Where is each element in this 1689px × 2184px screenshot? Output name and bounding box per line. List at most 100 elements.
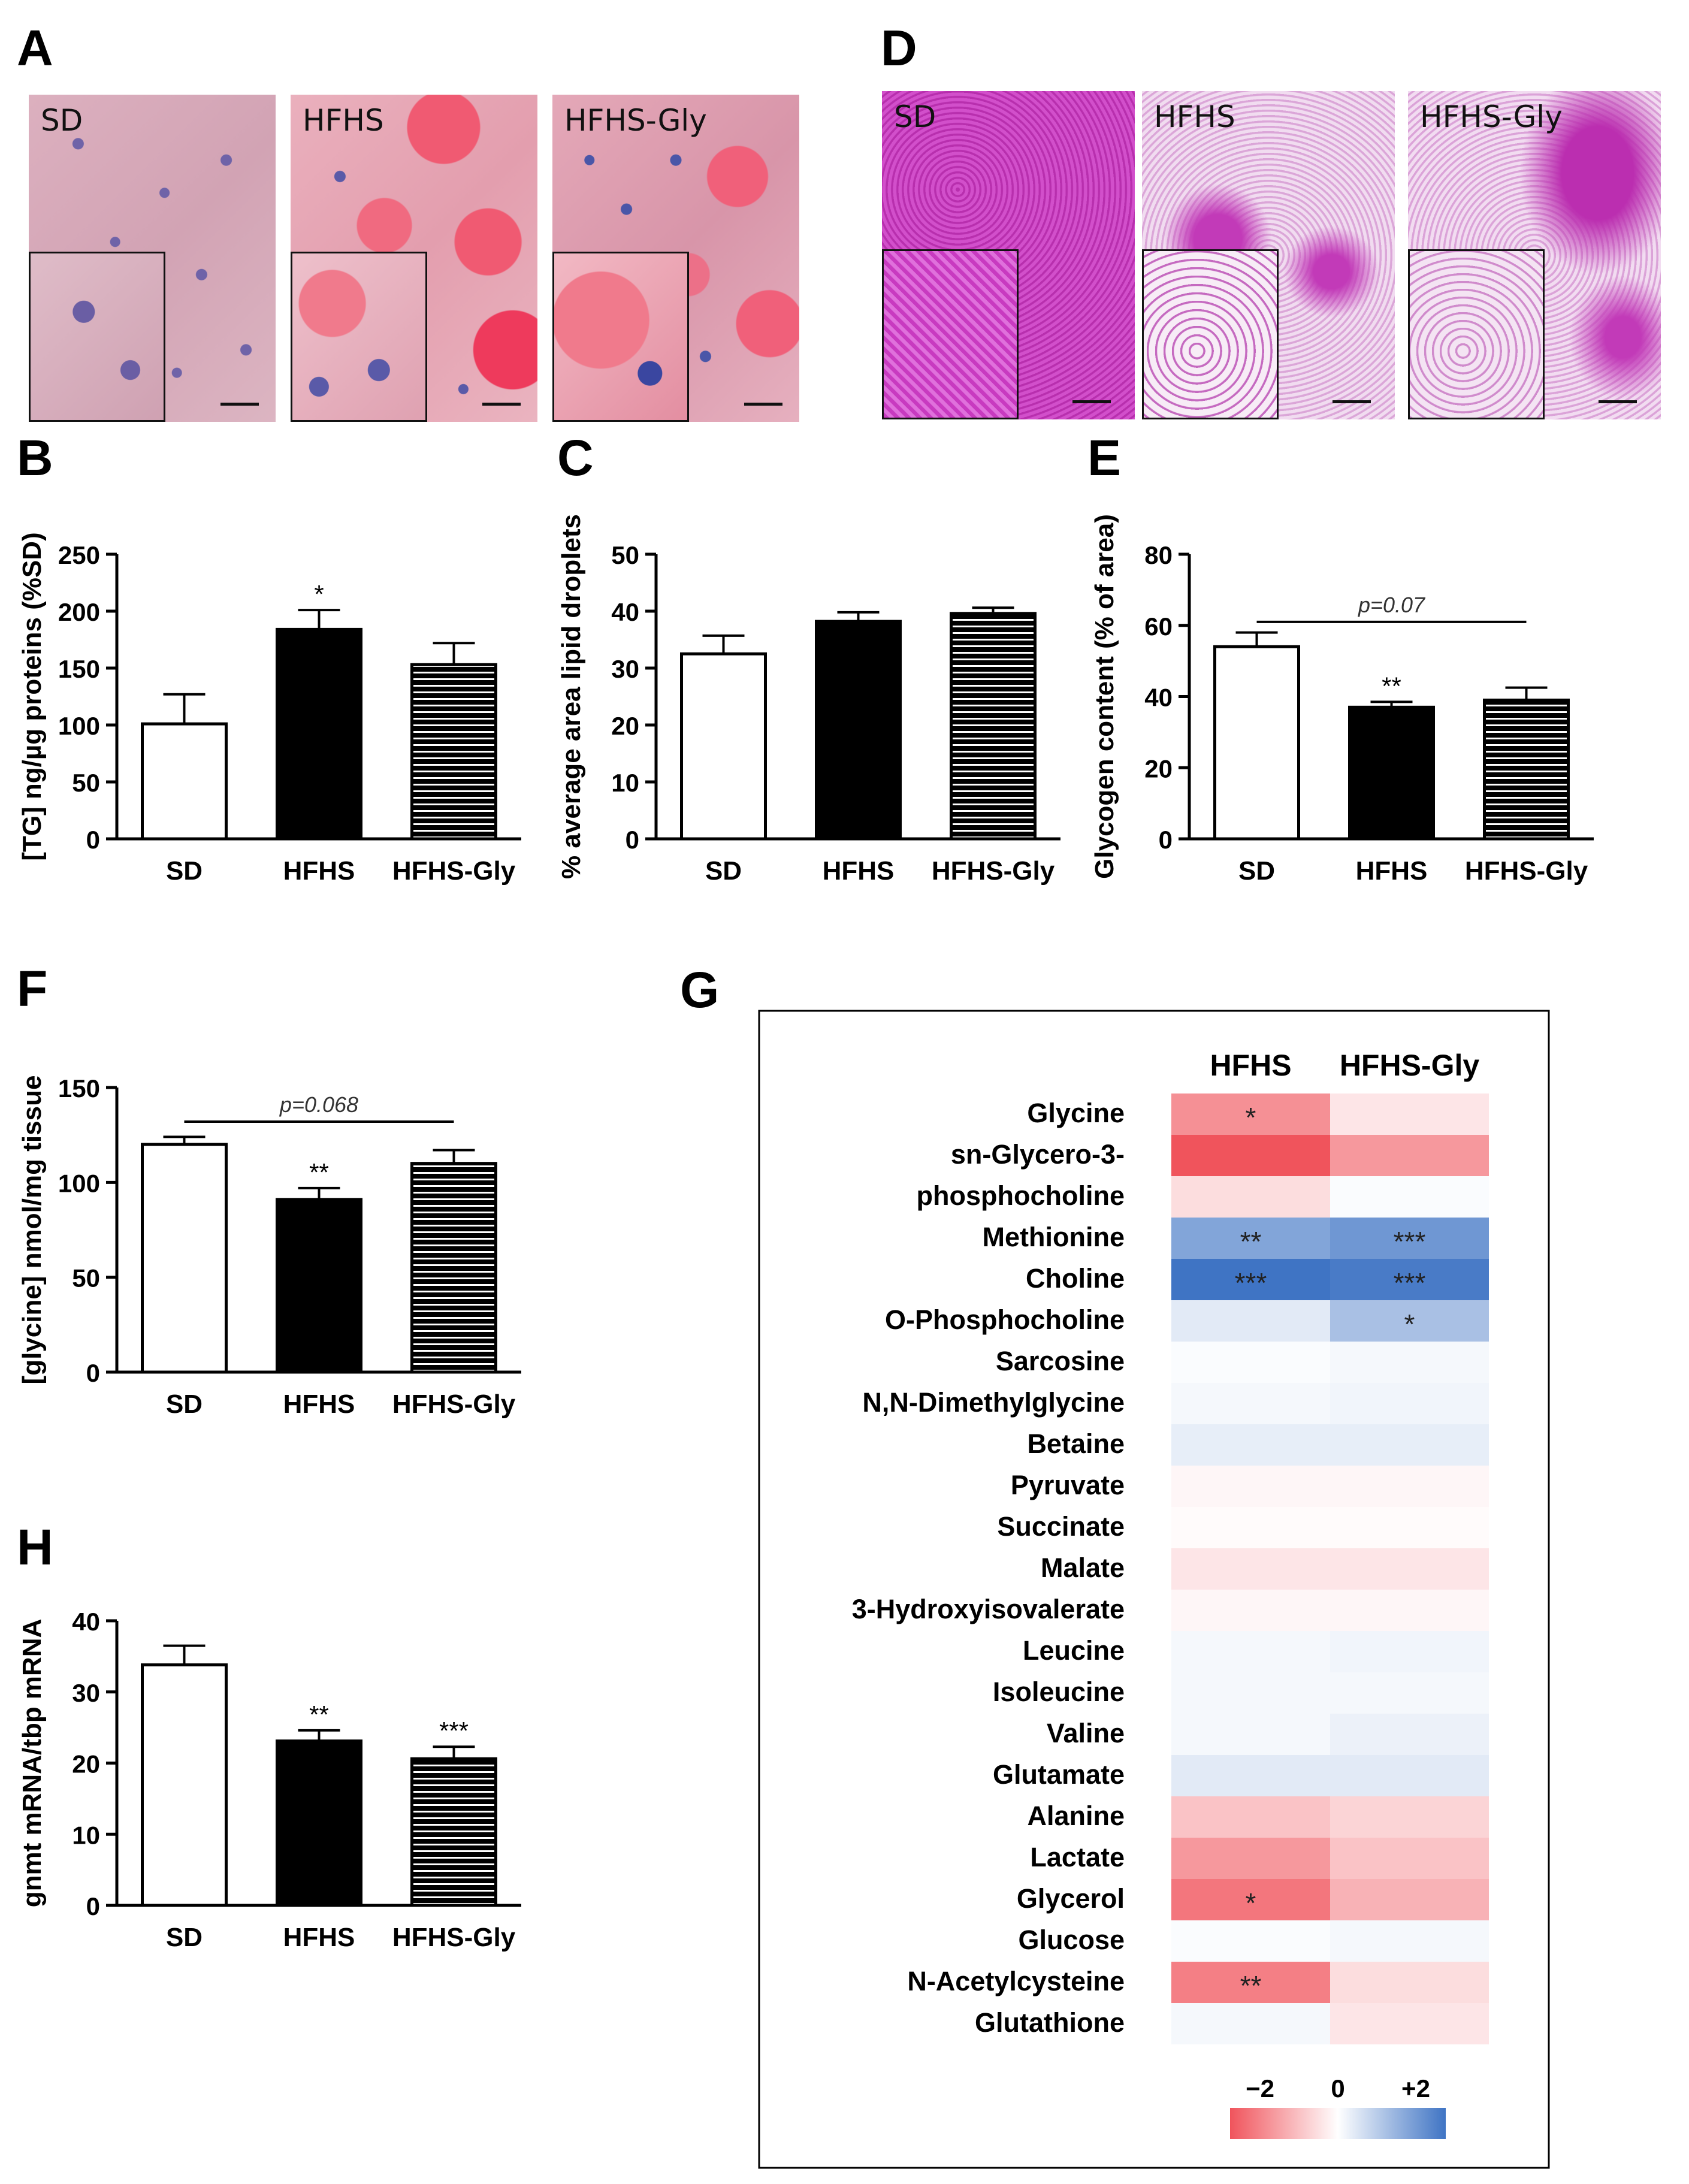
heatmap-cell bbox=[1330, 1631, 1489, 1672]
heatmap-column-header: HFHS bbox=[1210, 1049, 1291, 1082]
panel-letter-h: H bbox=[17, 1519, 53, 1575]
micrograph-oil-red-sd: SD bbox=[29, 95, 276, 422]
heatmap-cell bbox=[1330, 1135, 1489, 1176]
bar-hfhs-gly bbox=[1483, 698, 1570, 841]
heatmap-cell bbox=[1330, 1383, 1489, 1424]
significance-mark: * bbox=[1246, 1887, 1256, 1919]
heatmap-cell bbox=[1171, 1218, 1330, 1259]
micrograph-label: SD bbox=[41, 103, 83, 138]
y-tick-label: 0 bbox=[1159, 826, 1173, 854]
y-tick-label: 40 bbox=[72, 1608, 100, 1636]
scale-bar bbox=[482, 403, 521, 406]
y-tick-label: 20 bbox=[611, 712, 639, 740]
x-tick-label: SD bbox=[1238, 856, 1275, 886]
x-tick-label: SD bbox=[705, 856, 742, 886]
heatmap-row-label: Leucine bbox=[1023, 1635, 1125, 1666]
significance-mark: * bbox=[1404, 1309, 1415, 1340]
x-tick-label: HFHS bbox=[823, 856, 895, 886]
bar-hfhs-gly bbox=[410, 663, 497, 841]
heatmap-cell bbox=[1171, 1300, 1330, 1342]
colorbar bbox=[1230, 2108, 1446, 2139]
y-tick-label: 0 bbox=[626, 826, 639, 854]
bar-chart-tg: 0 50 100 150 200 250 [TG] ng/µg proteins (%SD)… bbox=[17, 532, 521, 886]
y-axis-label: gnmt mRNA/tbp mRNA bbox=[17, 1619, 47, 1908]
heatmap-cell bbox=[1171, 1920, 1330, 1962]
heatmap-cell bbox=[1330, 1424, 1489, 1466]
heatmap-cell bbox=[1330, 1672, 1489, 1714]
bar-hfhs-gly bbox=[950, 612, 1037, 841]
bar-chart-glycogen: 0 20 40 60 80 Glycogen content (% of area) SD *… bbox=[1090, 514, 1594, 886]
heatmap-cell bbox=[1171, 1176, 1330, 1218]
heatmap-cell bbox=[1171, 1135, 1330, 1176]
heatmap-cell bbox=[1330, 1259, 1489, 1300]
heatmap-row-label: 3-Hydroxyisovalerate bbox=[852, 1594, 1125, 1624]
zoom-inset bbox=[29, 252, 165, 422]
micrograph-pas-hfhs-gly: HFHS-Gly bbox=[1408, 91, 1661, 419]
heatmap-cell bbox=[1330, 1548, 1489, 1590]
heatmap-row-label: Succinate bbox=[997, 1511, 1125, 1542]
x-tick-label: HFHS-Gly bbox=[1465, 856, 1588, 886]
micrograph-oil-red-hfhs-gly: HFHS-Gly bbox=[552, 95, 799, 422]
heatmap-row-label: Valine bbox=[1047, 1718, 1125, 1748]
y-tick-label: 30 bbox=[72, 1679, 100, 1707]
y-tick-label: 10 bbox=[72, 1821, 100, 1849]
heatmap-cell bbox=[1171, 1342, 1330, 1383]
micrograph-label: HFHS bbox=[303, 103, 384, 138]
significance-mark: ** bbox=[309, 1158, 329, 1186]
x-tick-label: HFHS-Gly bbox=[392, 1389, 516, 1419]
significance-mark: ** bbox=[1240, 1970, 1262, 2001]
panel-letter-b: B bbox=[17, 430, 53, 486]
bar-hfhs bbox=[815, 620, 902, 841]
scale-bar bbox=[220, 403, 259, 406]
heatmap-cell bbox=[1330, 1176, 1489, 1218]
colorbar-min-label: −2 bbox=[1246, 2074, 1274, 2103]
heatmap-row-label: Betaine bbox=[1027, 1428, 1125, 1459]
heatmap-cell bbox=[1171, 1796, 1330, 1838]
heatmap-row-label: Choline bbox=[1026, 1263, 1125, 1294]
heatmap-metabolites: HFHS HFHS-Gly Glycine * sn-Glycero-3- phospho… bbox=[758, 1010, 1550, 2169]
heatmap-row-label: Glycerol bbox=[1017, 1883, 1125, 1914]
heatmap-cell bbox=[1171, 1962, 1330, 2003]
heatmap-cell bbox=[1330, 1920, 1489, 1962]
heatmap-row-label: Methionine bbox=[983, 1222, 1125, 1252]
heatmap-cell bbox=[1330, 2003, 1489, 2044]
y-tick-label: 80 bbox=[1144, 541, 1173, 569]
y-tick-label: 0 bbox=[86, 826, 100, 854]
bar-hfhs bbox=[276, 1198, 362, 1374]
heatmap-row-label: Isoleucine bbox=[993, 1676, 1125, 1707]
significance-mark: ** bbox=[1240, 1226, 1262, 1257]
y-tick-label: 30 bbox=[611, 655, 639, 683]
p-value-label: p=0.07 bbox=[1358, 593, 1426, 617]
scale-bar bbox=[1072, 400, 1111, 403]
bar-sd bbox=[680, 652, 767, 841]
x-tick-label: HFHS-Gly bbox=[392, 856, 516, 886]
y-tick-label: 50 bbox=[611, 541, 639, 569]
heatmap-cell bbox=[1330, 1507, 1489, 1548]
zoom-inset bbox=[291, 252, 427, 422]
zoom-inset bbox=[552, 252, 689, 422]
significance-mark: *** bbox=[1394, 1267, 1426, 1298]
heatmap-cell bbox=[1330, 1342, 1489, 1383]
significance-mark: ** bbox=[309, 1700, 329, 1729]
x-tick-label: HFHS-Gly bbox=[392, 1923, 516, 1952]
y-tick-label: 150 bbox=[58, 655, 100, 683]
heatmap-row-label: Lactate bbox=[1030, 1842, 1125, 1872]
bar-hfhs-gly bbox=[410, 1757, 497, 1907]
heatmap-row-label: Malate bbox=[1041, 1552, 1125, 1583]
heatmap-row-label: Pyruvate bbox=[1011, 1470, 1125, 1500]
x-tick-label: SD bbox=[166, 856, 203, 886]
x-tick-label: HFHS bbox=[283, 856, 355, 886]
micrograph-label: SD bbox=[894, 99, 936, 134]
heatmap-cell bbox=[1330, 1714, 1489, 1755]
y-tick-label: 100 bbox=[58, 1169, 100, 1197]
y-tick-label: 250 bbox=[58, 541, 100, 569]
bar-hfhs bbox=[1348, 705, 1435, 841]
x-tick-label: HFHS-Gly bbox=[932, 856, 1055, 886]
bar-sd bbox=[141, 722, 228, 841]
micrograph-pas-sd: SD bbox=[882, 91, 1135, 419]
significance-mark: *** bbox=[1394, 1226, 1426, 1257]
y-tick-label: 200 bbox=[58, 598, 100, 626]
y-tick-label: 100 bbox=[58, 712, 100, 740]
y-tick-label: 40 bbox=[611, 598, 639, 626]
panel-letter-c: C bbox=[557, 430, 594, 486]
